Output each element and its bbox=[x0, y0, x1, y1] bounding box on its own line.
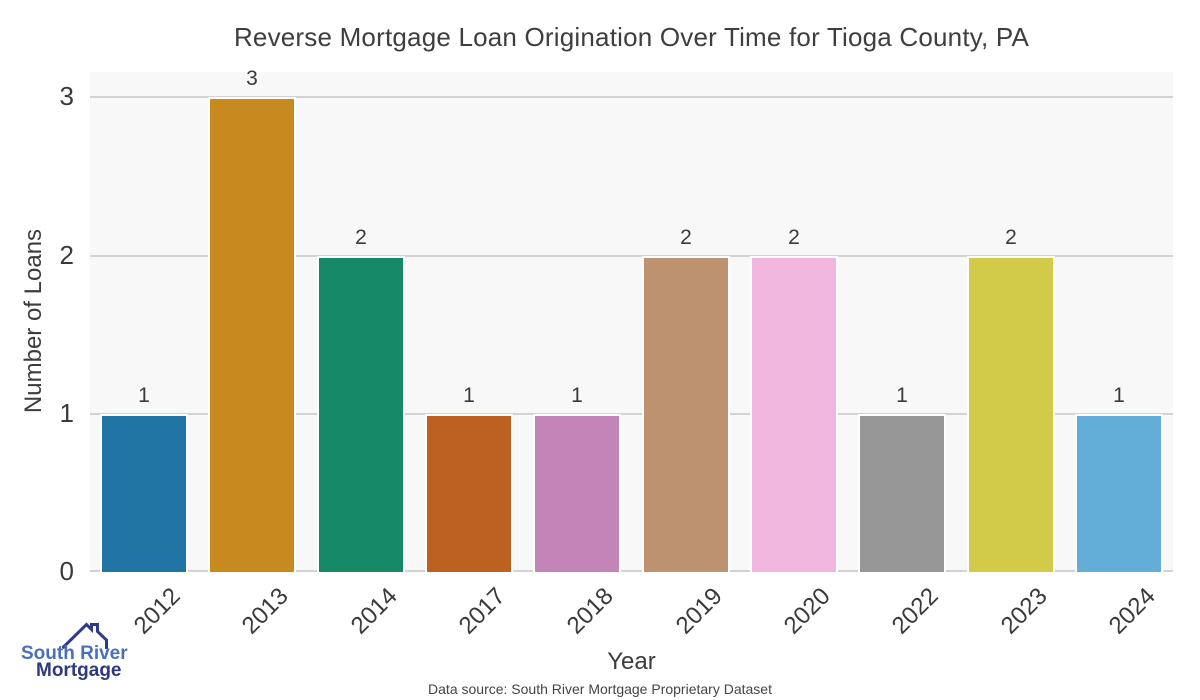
value-label-2022: 1 bbox=[896, 384, 908, 407]
gridline-y-0 bbox=[90, 570, 1173, 572]
value-label-2014: 2 bbox=[355, 226, 367, 249]
bar-2024 bbox=[1075, 414, 1163, 572]
value-label-2020: 2 bbox=[788, 226, 800, 249]
value-label-2024: 1 bbox=[1113, 384, 1125, 407]
y-tick-label-3: 3 bbox=[59, 81, 74, 111]
logo: South River Mortgage bbox=[15, 617, 135, 697]
value-label-2017: 1 bbox=[463, 384, 475, 407]
house-roof-icon bbox=[61, 622, 108, 650]
logo-text-south-river: South River bbox=[21, 643, 128, 664]
y-tick-label-2: 2 bbox=[59, 240, 74, 270]
value-label-2023: 2 bbox=[1005, 226, 1017, 249]
chart-title: Reverse Mortgage Loan Origination Over T… bbox=[233, 22, 1030, 52]
value-label-2012: 1 bbox=[138, 384, 150, 407]
bar-2023 bbox=[967, 256, 1055, 572]
value-label-2018: 1 bbox=[571, 384, 583, 407]
y-tick-label-1: 1 bbox=[59, 398, 74, 428]
plot-area: 1 3 2 1 1 2 2 1 2 1 bbox=[90, 68, 1173, 572]
value-label-2013: 3 bbox=[246, 67, 258, 90]
value-label-2019: 2 bbox=[680, 226, 692, 249]
y-tick-label-0: 0 bbox=[59, 556, 74, 586]
bar-2014 bbox=[317, 256, 405, 572]
bar-2018 bbox=[533, 414, 621, 572]
bar-2012 bbox=[100, 414, 188, 572]
x-axis-title: Year bbox=[607, 648, 656, 675]
bar-2022 bbox=[858, 414, 946, 572]
logo-text-mortgage: Mortgage bbox=[36, 660, 122, 681]
bar-2020 bbox=[750, 256, 838, 572]
gridline-y-1 bbox=[90, 413, 1173, 415]
bar-2019 bbox=[642, 256, 730, 572]
data-source-caption: Data source: South River Mortgage Propri… bbox=[428, 681, 772, 697]
bar-2017 bbox=[425, 414, 513, 572]
gridline-y-3 bbox=[90, 96, 1173, 98]
bar-2013 bbox=[208, 97, 296, 572]
gridline-y-2 bbox=[90, 255, 1173, 257]
